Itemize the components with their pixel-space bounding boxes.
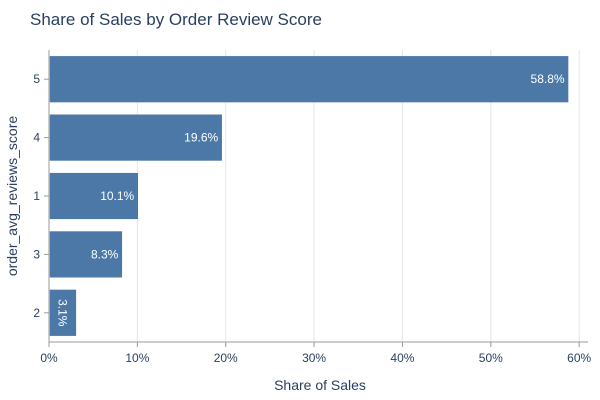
y-axis-title: order_avg_reviews_score <box>4 116 20 277</box>
bar[interactable] <box>49 230 123 279</box>
x-tick-label: 60% <box>567 351 591 365</box>
x-axis-title: Share of Sales <box>274 377 366 393</box>
bar-data-label: 19.6% <box>184 131 218 145</box>
x-tick-label: 20% <box>214 351 238 365</box>
x-tick-label: 50% <box>479 351 503 365</box>
x-tick-label: 30% <box>302 351 326 365</box>
y-tick-label: 5 <box>33 72 40 86</box>
bar[interactable] <box>49 113 223 162</box>
bar[interactable] <box>49 55 569 103</box>
y-tick-label: 2 <box>33 306 40 320</box>
bar-data-label: 3.1% <box>56 299 70 327</box>
y-axis: 5 4 1 3 2 <box>33 50 50 342</box>
bar-data-label: 58.8% <box>531 72 565 86</box>
bar[interactable] <box>49 289 77 337</box>
bars: 58.8% 19.6% 10.1% 8.3% 3.1% <box>49 55 569 337</box>
chart-title: Share of Sales by Order Review Score <box>30 10 322 29</box>
bar[interactable] <box>49 172 139 220</box>
y-tick-label: 1 <box>33 189 40 203</box>
x-tick-label: 0% <box>40 351 58 365</box>
x-tick-label: 10% <box>125 351 149 365</box>
bar-data-label: 10.1% <box>100 189 134 203</box>
bar-data-label: 8.3% <box>91 247 119 261</box>
y-tick-label: 3 <box>33 247 40 261</box>
x-axis: 0% 10% 20% 30% 40% 50% 60% <box>40 341 591 365</box>
x-tick-label: 40% <box>390 351 414 365</box>
y-tick-label: 4 <box>33 131 40 145</box>
